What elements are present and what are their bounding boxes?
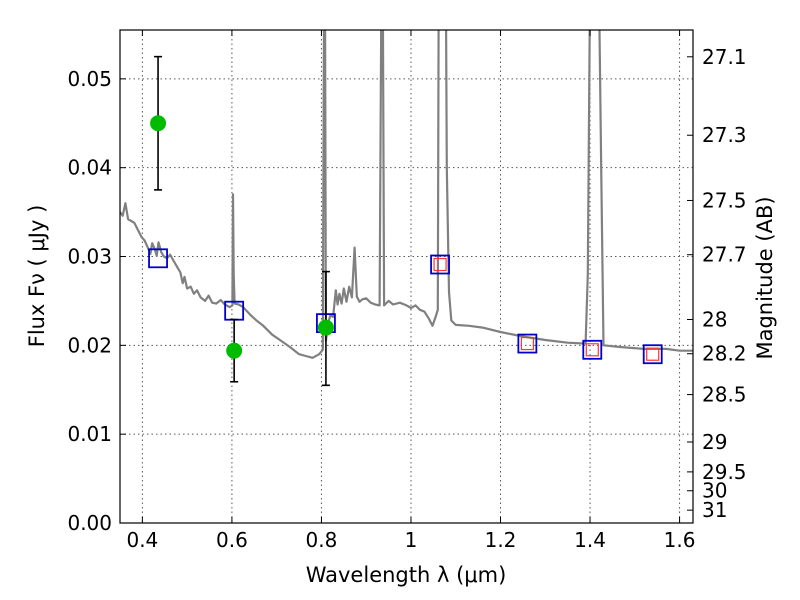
right-tick-label: 28.5	[702, 383, 747, 407]
x-tick-label: 1.2	[485, 528, 517, 552]
x-tick-label: 0.6	[216, 528, 248, 552]
right-tick-label: 29	[702, 430, 727, 454]
y-tick-label: 0.03	[67, 245, 112, 269]
data-point-circle	[150, 115, 167, 132]
x-tick-label: 1.4	[574, 528, 606, 552]
data-points	[148, 55, 663, 387]
right-tick-label: 30	[702, 479, 727, 503]
right-tick-label: 28	[702, 307, 727, 331]
data-point-square	[642, 344, 663, 365]
x-tick-label: 1	[405, 528, 418, 552]
right-tick-label: 27.1	[702, 45, 747, 69]
right-tick-label: 31	[702, 498, 727, 522]
model-sed	[120, 30, 693, 359]
plot-frame	[119, 29, 694, 524]
y-tick-label: 0.04	[67, 156, 112, 180]
data-point-square	[430, 254, 450, 275]
right-tick-label: 28.2	[702, 342, 747, 366]
data-point-circle	[317, 319, 334, 336]
data-point-square	[582, 339, 603, 360]
data-point-square	[585, 343, 599, 357]
axes-ticks: 0.4 0.6 0.8 1 1.2 1.4 1.6 0.00 0.01 0.02 0.03 0.04 0…	[67, 30, 747, 552]
data-point-square	[517, 333, 538, 354]
x-tick-label: 1.6	[664, 528, 696, 552]
data-point-square	[646, 347, 660, 361]
y-axis-label: Flux Fν ( μJy )	[25, 205, 49, 348]
y-tick-label: 0.00	[67, 511, 112, 535]
right-tick-label: 27.5	[702, 188, 747, 212]
y-tick-label: 0.02	[67, 333, 112, 357]
x-tick-label: 0.4	[126, 528, 158, 552]
model-sed-line	[120, 30, 693, 359]
x-axis-label: Wavelength λ (μm)	[306, 563, 507, 587]
right-tick-label: 27.3	[702, 123, 747, 147]
grid	[120, 30, 693, 524]
y-tick-label: 0.05	[67, 67, 112, 91]
y-right-axis-label: Magnitude (AB)	[753, 196, 777, 359]
data-point-square	[520, 336, 534, 351]
right-tick-label: 29.5	[702, 460, 747, 484]
data-point-square	[148, 248, 168, 269]
x-tick-label: 0.8	[306, 528, 338, 552]
data-point-circle	[226, 342, 243, 359]
right-tick-label: 27.7	[702, 243, 747, 267]
data-point-square	[433, 257, 447, 272]
y-tick-label: 0.01	[67, 422, 112, 446]
